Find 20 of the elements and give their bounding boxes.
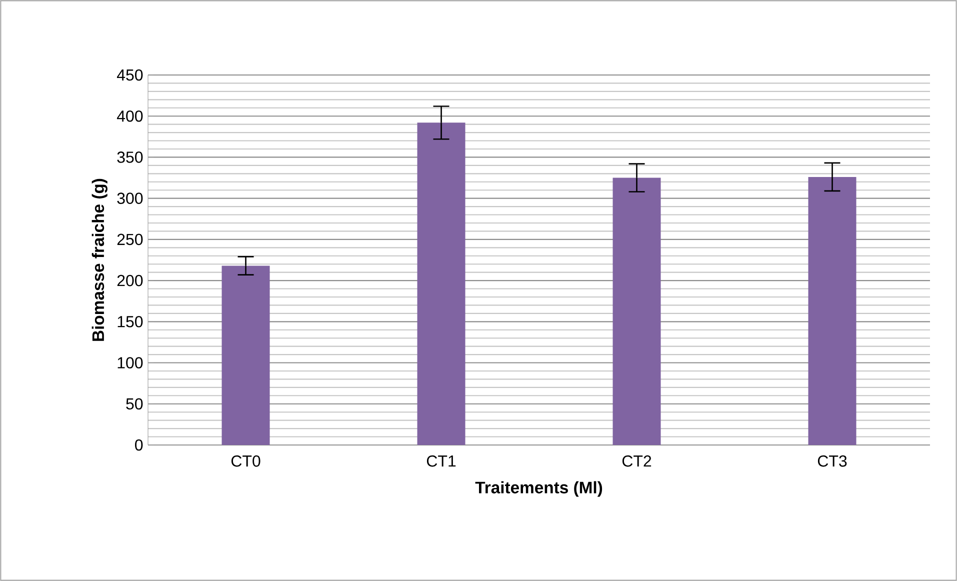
y-tick-label: 50 bbox=[126, 398, 143, 410]
y-tick-label: 0 bbox=[135, 439, 143, 451]
bar bbox=[222, 266, 270, 445]
x-tick-label: CT3 bbox=[818, 455, 847, 467]
bar bbox=[417, 122, 466, 445]
y-tick-label: 450 bbox=[116, 69, 143, 81]
y-tick-label: 200 bbox=[117, 274, 143, 286]
x-tick-label: CT2 bbox=[622, 455, 652, 467]
x-tick-label: CT1 bbox=[426, 455, 456, 467]
bar bbox=[612, 178, 661, 445]
y-tick-label: 400 bbox=[116, 110, 143, 122]
x-tick-label: CT0 bbox=[231, 455, 260, 467]
y-tick-label: 250 bbox=[117, 234, 143, 246]
y-axis-title: Biomasse fraiche (g) bbox=[92, 178, 108, 341]
y-tick-label: 350 bbox=[117, 152, 143, 163]
y-tick-label: 100 bbox=[118, 357, 143, 368]
y-tick-label: 300 bbox=[117, 192, 143, 204]
x-axis-title: Traitements (Ml) bbox=[475, 481, 602, 497]
y-tick-label: 150 bbox=[118, 316, 143, 328]
bar bbox=[808, 176, 856, 445]
